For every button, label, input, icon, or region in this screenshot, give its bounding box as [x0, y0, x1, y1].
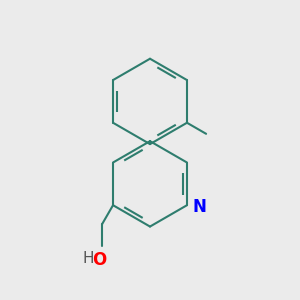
Text: N: N	[192, 198, 206, 216]
Text: O: O	[92, 251, 106, 269]
Text: H: H	[83, 251, 94, 266]
